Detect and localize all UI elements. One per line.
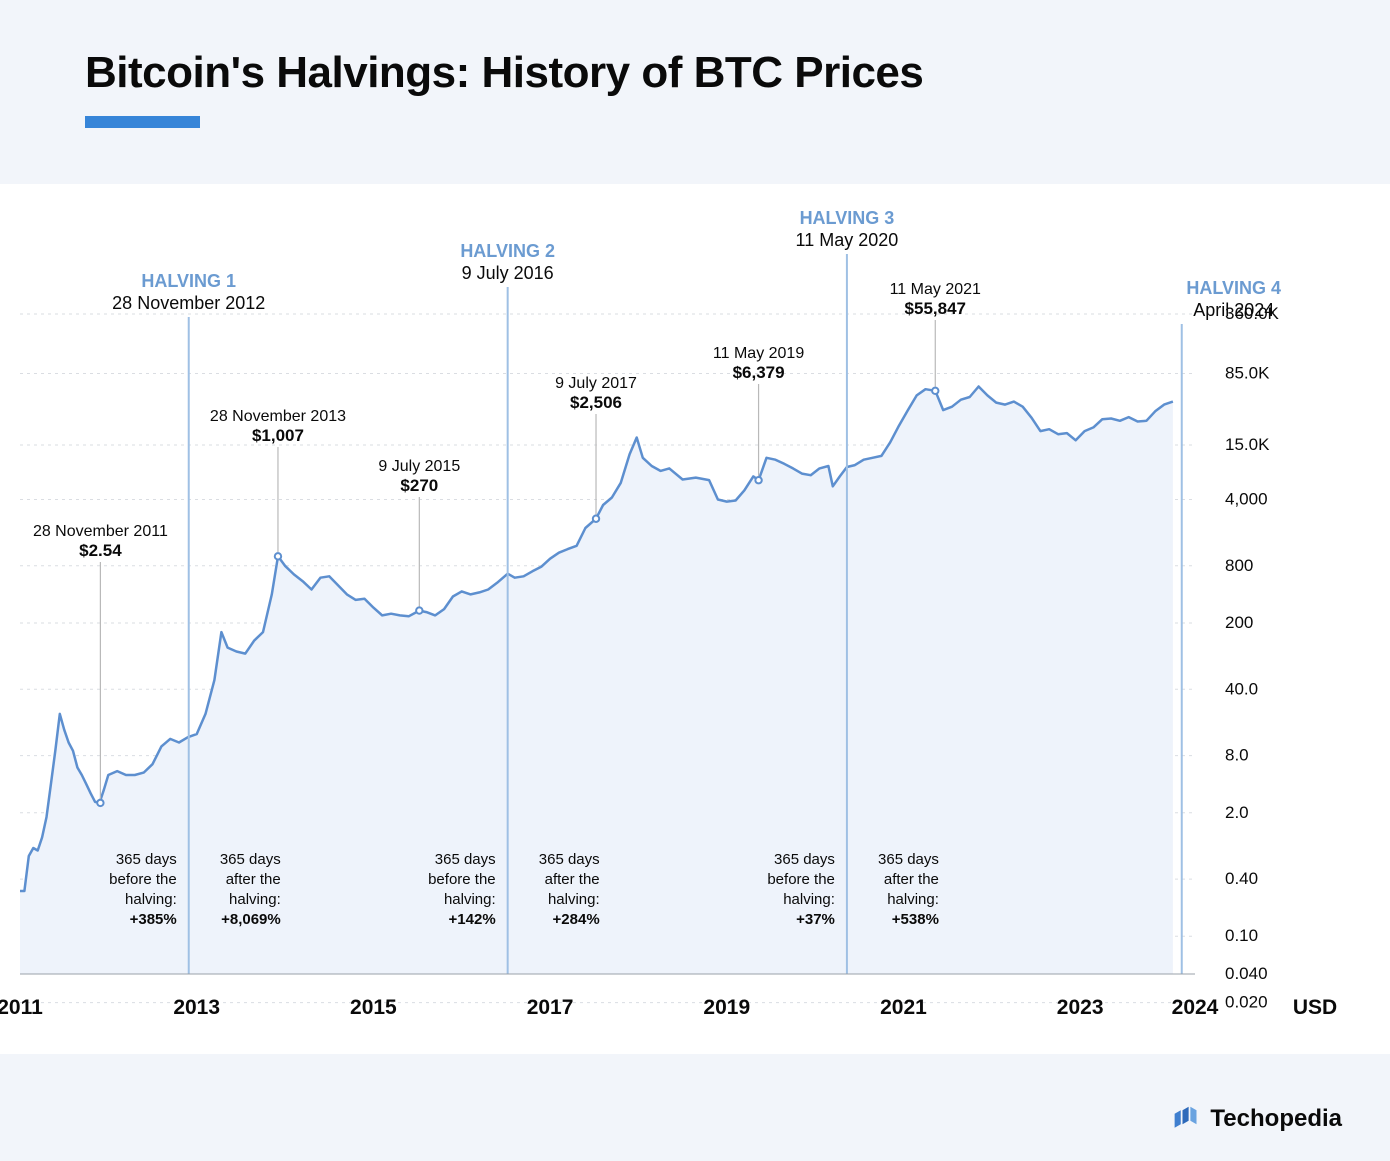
halving-title: HALVING 3 [800, 208, 895, 228]
callout-date: 28 November 2013 [210, 408, 346, 425]
callout-dot [932, 388, 938, 394]
halving-before-stat: 365 days [774, 851, 835, 868]
halving-after-stat: halving: [887, 891, 939, 908]
halving-before-stat-value: +385% [130, 911, 177, 928]
callout-date: 11 May 2019 [713, 345, 804, 362]
callout-date: 9 July 2015 [378, 458, 460, 475]
x-tick-label: 2017 [527, 996, 574, 1019]
callout-dot [755, 477, 761, 483]
halving-before-stat: before the [109, 871, 177, 888]
halving-after-stat: halving: [548, 891, 600, 908]
x-tick-label: 2013 [173, 996, 220, 1019]
y-tick-label: 800 [1225, 556, 1253, 575]
chart-container: 360.0K85.0K15.0K4,00080020040.08.02.00.4… [0, 184, 1390, 1054]
callout-dot [593, 516, 599, 522]
btc-halving-chart: 360.0K85.0K15.0K4,00080020040.08.02.00.4… [0, 184, 1390, 1054]
halving-after-stat: after the [884, 871, 939, 888]
y-tick-label: 2.0 [1225, 803, 1249, 822]
x-axis-unit: USD [1293, 996, 1337, 1019]
halving-after-stat: after the [226, 871, 281, 888]
callout-value: $6,379 [733, 363, 785, 382]
callout-value: $270 [400, 476, 438, 495]
y-tick-label: 15.0K [1225, 435, 1270, 454]
y-tick-label: 8.0 [1225, 746, 1249, 765]
callout-dot [416, 607, 422, 613]
halving-after-stat: after the [545, 871, 600, 888]
halving-before-stat: 365 days [435, 851, 496, 868]
callout-date: 28 November 2011 [33, 523, 168, 540]
callout-dot [97, 800, 103, 806]
y-tick-label: 0.020 [1225, 993, 1268, 1012]
x-tick-label: 2023 [1057, 996, 1104, 1019]
page-title: Bitcoin's Halvings: History of BTC Price… [85, 48, 1320, 98]
callout-value: $2.54 [79, 541, 122, 560]
halving-date: 9 July 2016 [462, 263, 554, 283]
y-tick-label: 200 [1225, 613, 1253, 632]
x-tick-label: 2015 [350, 996, 397, 1019]
halving-date: 28 November 2012 [112, 293, 265, 313]
halving-date: 11 May 2020 [796, 230, 899, 250]
halving-before-stat: halving: [125, 891, 177, 908]
callout-value: $1,007 [252, 426, 304, 445]
halving-before-stat: halving: [444, 891, 496, 908]
halving-date: April 2024 [1193, 300, 1274, 320]
y-tick-label: 85.0K [1225, 363, 1270, 382]
brand-logo-icon [1172, 1105, 1200, 1133]
halving-after-stat: 365 days [220, 851, 281, 868]
x-tick-label: 2021 [880, 996, 927, 1019]
callout-dot [275, 553, 281, 559]
halving-after-stat-value: +538% [892, 911, 939, 928]
footer: Techopedia [1172, 1105, 1342, 1133]
halving-after-stat: 365 days [878, 851, 939, 868]
halving-after-stat-value: +8,069% [221, 911, 281, 928]
callout-value: $2,506 [570, 393, 622, 412]
y-tick-label: 0.40 [1225, 869, 1258, 888]
halving-after-stat: halving: [229, 891, 281, 908]
halving-before-stat-value: +37% [796, 911, 835, 928]
y-tick-label: 0.10 [1225, 926, 1258, 945]
halving-after-stat-value: +284% [553, 911, 600, 928]
halving-before-stat: before the [428, 871, 496, 888]
halving-before-stat: halving: [783, 891, 835, 908]
halving-after-stat: 365 days [539, 851, 600, 868]
x-tick-label: 2024 [1172, 996, 1219, 1019]
brand-name: Techopedia [1210, 1105, 1342, 1133]
y-tick-label: 4,000 [1225, 489, 1268, 508]
y-tick-label: 40.0 [1225, 679, 1258, 698]
accent-bar [85, 116, 200, 128]
halving-before-stat: 365 days [116, 851, 177, 868]
callout-date: 9 July 2017 [555, 375, 637, 392]
callout-value: $55,847 [905, 299, 966, 318]
halving-title: HALVING 2 [460, 241, 555, 261]
y-tick-label: 0.040 [1225, 964, 1268, 983]
halving-title: HALVING 4 [1186, 278, 1281, 298]
halving-before-stat-value: +142% [449, 911, 496, 928]
callout-date: 11 May 2021 [890, 281, 981, 298]
halving-before-stat: before the [767, 871, 835, 888]
halving-title: HALVING 1 [141, 271, 236, 291]
x-tick-label: 2019 [703, 996, 750, 1019]
x-tick-label: 2011 [0, 996, 43, 1019]
header: Bitcoin's Halvings: History of BTC Price… [0, 0, 1390, 156]
